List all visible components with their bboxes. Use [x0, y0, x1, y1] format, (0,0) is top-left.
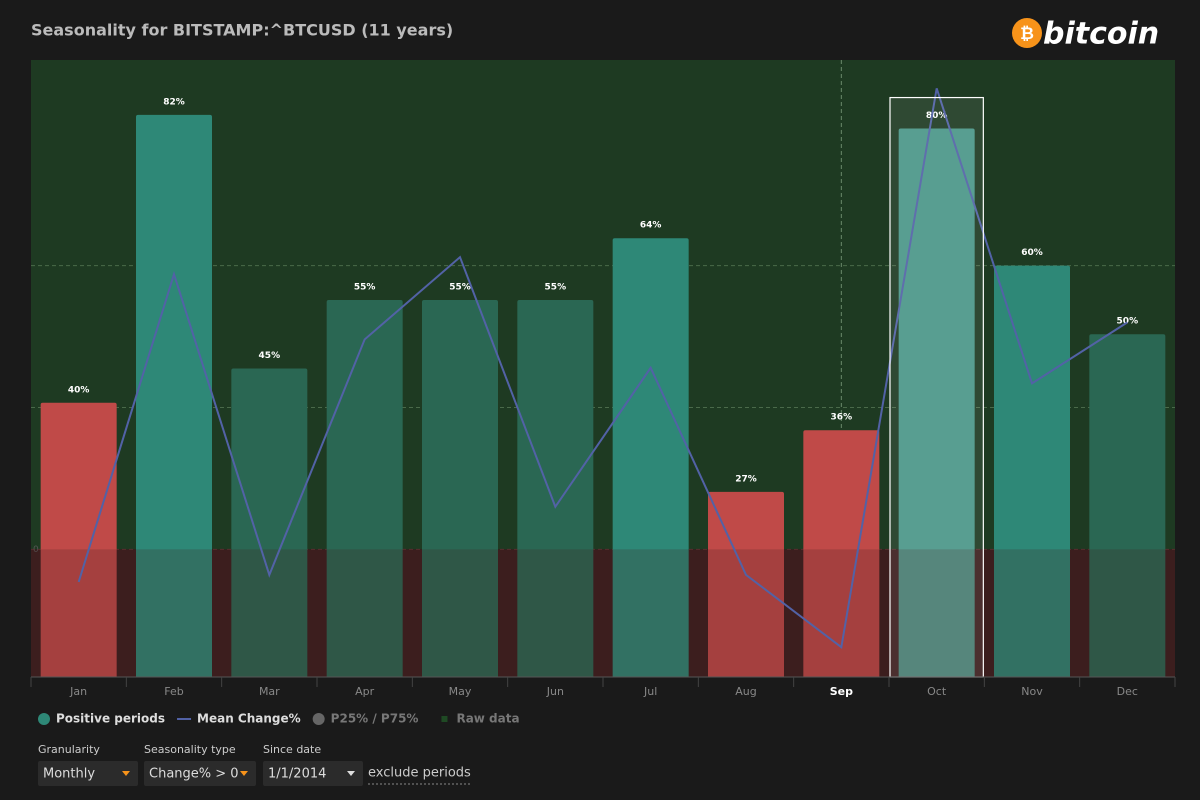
bar [422, 299, 498, 677]
x-tick-label: Oct [927, 685, 947, 698]
x-tick-label: Jan [69, 685, 87, 698]
logo-symbol: ₿ [1020, 24, 1034, 44]
x-tick-label: Dec [1117, 685, 1138, 698]
highlight-box [889, 96, 984, 678]
dropdown-value: Change% > 0 [149, 767, 239, 782]
control-label: Seasonality type [144, 743, 236, 756]
legend-label[interactable]: Mean Change% [197, 712, 301, 726]
dropdown-caret [122, 771, 130, 776]
bar [898, 128, 975, 678]
exclude-link[interactable]: exclude periods [368, 766, 471, 781]
dropdown-value: 1/1/2014 [268, 767, 326, 782]
x-tick-label: Jun [546, 685, 564, 698]
positive-zone [31, 60, 1175, 550]
value-label: 60% [1021, 248, 1043, 258]
x-tick-label: Sep [830, 685, 853, 698]
x-tick-label: Nov [1021, 685, 1043, 698]
x-tick-label: Apr [355, 685, 375, 698]
y2-tick-label: 0 [33, 545, 39, 555]
bar [803, 430, 880, 677]
mean-line [77, 88, 1128, 650]
value-label: 36% [831, 413, 853, 423]
legend-marker [441, 716, 448, 722]
x-tick-label: May [449, 685, 472, 698]
dropdown-value: Monthly [43, 767, 95, 782]
x-tick-label: Jul [643, 685, 657, 698]
value-label: 80% [926, 111, 948, 121]
value-label: 82% [163, 97, 185, 107]
x-tick-label: Feb [164, 685, 183, 698]
title: Seasonality for BITSTAMP:^BTCUSD (11 yea… [31, 21, 453, 40]
legend-marker [312, 713, 325, 725]
control-label: Granularity [38, 743, 100, 756]
dropdown[interactable] [263, 761, 363, 786]
legend-label[interactable]: Raw data [456, 712, 519, 726]
dropdown[interactable] [38, 761, 138, 786]
bar [40, 402, 117, 677]
value-label: 40% [68, 385, 90, 395]
logo-circle [1012, 18, 1042, 48]
legend-marker [38, 713, 50, 725]
value-label: 64% [640, 221, 662, 231]
dropdown[interactable] [144, 761, 256, 786]
logo-text: bitcoin [1043, 17, 1159, 52]
negative-overlay [31, 549, 1175, 677]
value-label: 27% [735, 474, 757, 484]
bar [994, 265, 1070, 677]
bar [1089, 334, 1166, 677]
bar [231, 368, 308, 677]
negative-zone [31, 549, 1175, 677]
value-label: 55% [354, 282, 376, 292]
value-label: 45% [259, 351, 281, 361]
legend-label[interactable]: Positive periods [56, 712, 165, 726]
dropdown-caret [347, 771, 355, 776]
bar [612, 238, 689, 677]
value-label: 55% [449, 282, 471, 292]
control-label: Since date [263, 743, 321, 756]
x-tick-label: Mar [259, 685, 280, 698]
bar [517, 299, 594, 677]
value-label: 50% [1117, 317, 1139, 327]
legend-label[interactable]: P25% / P75% [331, 712, 419, 726]
value-label: 55% [545, 282, 567, 292]
bar [326, 299, 403, 677]
bar [136, 114, 212, 678]
dropdown-caret [240, 771, 248, 776]
x-tick-label: Aug [735, 685, 756, 698]
bar [708, 491, 784, 677]
